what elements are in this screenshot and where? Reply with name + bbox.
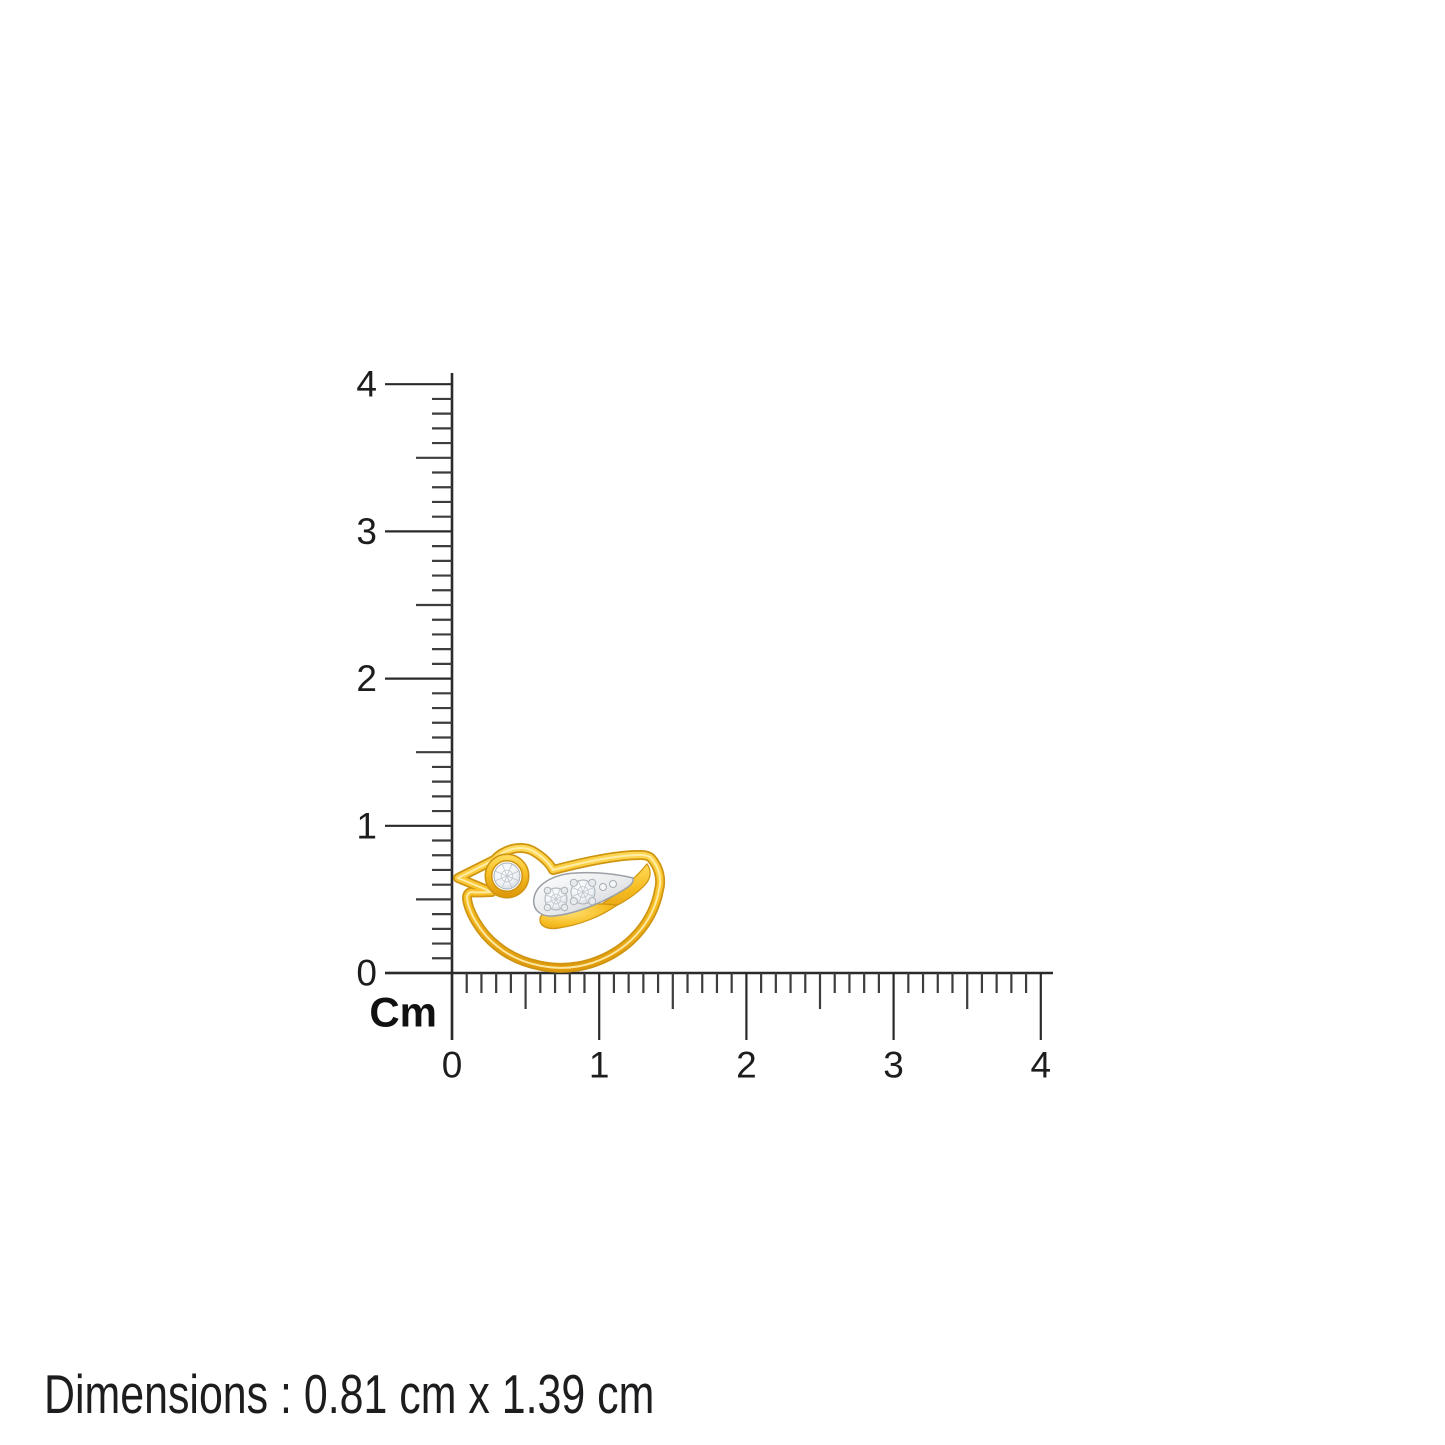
diamond-stone <box>569 878 597 906</box>
wing-diamonds <box>543 878 597 912</box>
horizontal-ruler-label: 0 <box>442 1045 463 1086</box>
dimensions-caption: Dimensions : 0.81 cm x 1.39 cm <box>44 1363 655 1425</box>
horizontal-ruler-label: 3 <box>883 1045 904 1086</box>
prong <box>543 886 552 895</box>
diamond-stone <box>493 862 521 890</box>
eye-diamond <box>493 862 521 890</box>
ruler-unit-label: Cm <box>369 989 437 1036</box>
gold-bird-pendant-image <box>453 843 666 973</box>
prong <box>569 897 578 906</box>
prong <box>588 897 597 906</box>
bird-outline <box>453 843 666 973</box>
vertical-ruler-label: 0 <box>356 953 377 994</box>
measurement-ruler: 0 1 2 3 4 0 1 2 3 4 <box>356 364 1053 1086</box>
prong <box>543 903 552 912</box>
wing-dot <box>599 883 607 891</box>
bird-eye <box>484 853 530 899</box>
horizontal-ruler-label: 1 <box>589 1045 610 1086</box>
horizontal-ruler-label: 2 <box>736 1045 757 1086</box>
vertical-ruler-label: 3 <box>356 511 377 552</box>
vertical-ruler-label: 2 <box>356 658 377 699</box>
vertical-ruler-label: 1 <box>356 805 377 846</box>
vertical-ruler-label: 4 <box>356 364 377 405</box>
prong <box>560 903 569 912</box>
prong <box>560 886 569 895</box>
wing-dot <box>609 880 617 888</box>
prong <box>588 878 597 887</box>
horizontal-ruler-label: 4 <box>1031 1045 1052 1086</box>
diamond-stone <box>543 886 569 912</box>
prong <box>569 878 578 887</box>
